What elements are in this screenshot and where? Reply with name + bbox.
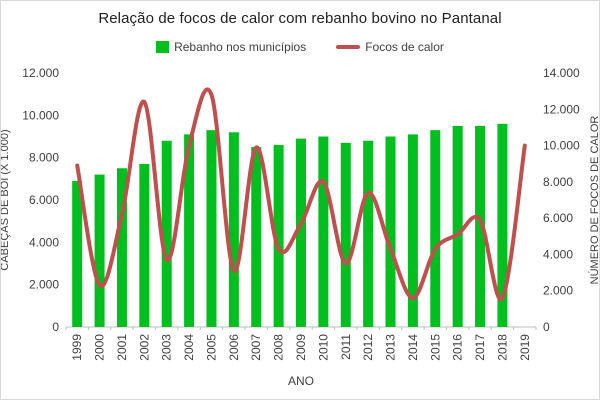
x-tick-label-2014: 2014 (406, 334, 420, 361)
bar-2007 (251, 147, 262, 327)
left-axis-tick-label: 10.000 (22, 108, 59, 122)
bar-2005 (206, 130, 217, 327)
legend-label-rebanho: Rebanho nos municípios (174, 40, 307, 54)
right-axis-tick-label: 6.000 (543, 211, 573, 225)
bar-2012 (363, 140, 374, 327)
x-tick-label-2003: 2003 (160, 334, 174, 361)
x-tick-label-2008: 2008 (272, 334, 286, 361)
bar-2018 (497, 123, 508, 327)
right-axis-title: NÚMERO DE FOCOS DE CALOR (588, 116, 600, 285)
legend-item-focos: Focos de calor (336, 40, 444, 54)
right-axis-tick-label: 4.000 (543, 247, 573, 261)
legend-bar-swatch-icon (156, 41, 170, 53)
left-axis-tick-label: 12.000 (22, 66, 59, 80)
bar-2014 (407, 134, 418, 327)
bar-2010 (318, 136, 329, 327)
x-tick-label-2011: 2011 (339, 334, 353, 360)
x-tick-label-2000: 2000 (93, 334, 107, 361)
bar-2013 (385, 136, 396, 327)
legend-label-focos: Focos de calor (365, 40, 444, 54)
x-tick-label-2018: 2018 (495, 334, 509, 361)
bar-2006 (228, 132, 239, 327)
focos-de-calor-line (75, 87, 527, 302)
x-tick-label-2009: 2009 (294, 334, 308, 361)
bar-2004 (184, 134, 195, 327)
x-tick-label-2019: 2019 (518, 334, 532, 361)
x-tick-label-1999: 1999 (70, 334, 84, 361)
x-tick-label-2005: 2005 (204, 334, 218, 361)
left-axis-tick-label: 4.000 (29, 235, 59, 249)
right-axis-tick-label: 10.000 (543, 139, 580, 153)
x-tick-label-2016: 2016 (451, 334, 465, 361)
left-axis-tick-label: 8.000 (29, 151, 59, 165)
bar-2011 (340, 142, 351, 327)
x-tick-label-2006: 2006 (227, 334, 241, 361)
left-axis-tick-label: 6.000 (29, 193, 59, 207)
x-tick-label-2007: 2007 (249, 334, 263, 361)
right-axis-tick-label: 0 (543, 320, 550, 334)
x-tick-label-2001: 2001 (115, 334, 129, 361)
chart-title: Relação de focos de calor com rebanho bo… (98, 10, 502, 27)
right-axis-tick-label: 2.000 (543, 284, 573, 298)
x-tick-label-2012: 2012 (361, 334, 375, 361)
legend-line-swatch-icon (336, 45, 361, 49)
bar-2016 (452, 125, 463, 328)
x-tick-label-2002: 2002 (137, 334, 151, 361)
bar-1999 (72, 180, 83, 327)
x-axis-title: ANO (288, 374, 314, 388)
right-axis-tick-label: 14.000 (543, 66, 580, 80)
bar-2015 (430, 130, 441, 327)
left-axis-title: CABEÇAS DE BOI (X 1.000) (1, 129, 11, 270)
x-tick-label-2017: 2017 (473, 334, 487, 361)
x-tick-label-2004: 2004 (182, 334, 196, 361)
x-tick-label-2015: 2015 (428, 334, 442, 361)
bar-2017 (475, 125, 486, 328)
bar-2009 (296, 138, 306, 327)
x-tick-label-2013: 2013 (384, 334, 398, 361)
x-tick-label-2010: 2010 (316, 334, 330, 361)
bar-2002 (139, 164, 150, 327)
bar-2000 (94, 174, 105, 327)
left-axis-tick-label: 2.000 (29, 278, 59, 292)
right-axis-tick-label: 8.000 (543, 175, 573, 189)
bar-2008 (273, 144, 284, 327)
bar-2003 (161, 140, 172, 327)
right-axis-tick-label: 12.000 (543, 102, 580, 116)
legend-item-rebanho: Rebanho nos municípios (156, 40, 306, 54)
left-axis-tick-label: 0 (52, 320, 59, 334)
legend: Rebanho nos municípios Focos de calor (1, 39, 599, 55)
bar-2001 (116, 168, 127, 327)
